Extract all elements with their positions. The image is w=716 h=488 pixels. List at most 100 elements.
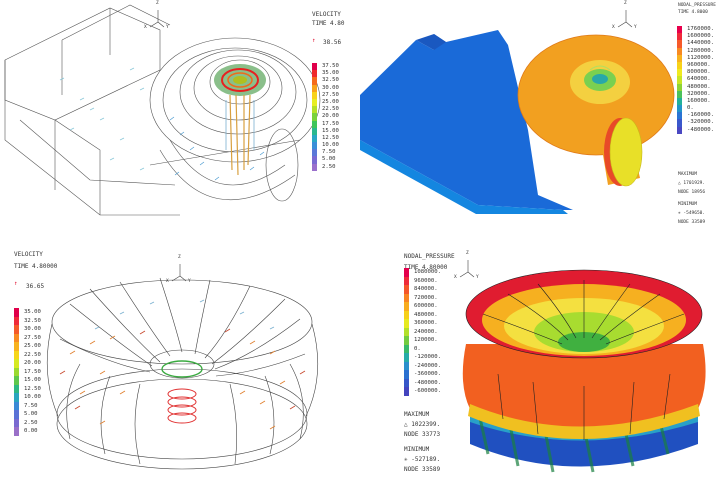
legend-value: 160000. [687,97,711,104]
legend-value: -480000. [687,126,714,133]
legend-value: 10.00 [24,394,41,400]
legend-swatch [677,83,682,91]
maximum-node: NODE 18956 [678,190,706,195]
legend-value: 1280000. [687,47,714,54]
red-arrow-icon: ↑ [14,280,18,287]
legend-value: 1080000. [414,269,441,275]
legend-swatch [404,293,409,302]
legend-value: 20.00 [24,360,41,366]
legend-value: 480000. [414,311,438,318]
legend-swatch [14,316,19,325]
legend-swatch [312,163,317,171]
legend-value: 600000. [414,303,438,309]
axis-z-label: Z [178,255,181,260]
legend-swatch [677,97,682,106]
legend-value: 0. [414,345,421,352]
spiral-casing-pressure-drawing [360,10,675,214]
legend-swatch [312,63,317,71]
legend-value: 32.50 [24,317,41,324]
legend-value: -160000. [687,112,714,119]
legend-swatch [404,370,409,379]
legend-value: 27.50 [322,91,339,98]
red-arrow-icon: ↑ [312,37,316,44]
legend-value: 27.50 [24,334,41,341]
pressure-time: TIME 4.80000 [404,264,448,271]
maximum-label: MAXIMUM [404,411,430,418]
axis-y-label: Y [476,275,479,280]
pressure-time: TIME 4.8000 [678,10,708,15]
minimum-node: NODE 33589 [678,220,706,225]
minimum-value: ✳ -527189. [404,456,441,463]
velocity-top-panel: Z X Y VELOCITY TIME 4.80 ↑ 38.56 37.50 35… [0,0,358,244]
legend-value: 1600000. [687,33,714,40]
legend-value: 32.50 [322,77,339,84]
axis-z-label: Z [466,251,469,256]
legend-value: 720000. [414,294,438,301]
legend-swatch [14,427,19,436]
legend-swatch [312,98,317,107]
legend-value: -240000. [414,362,441,369]
legend-value: 0. [687,105,694,112]
legend-value: 480000. [687,83,711,90]
legend-swatch [14,333,19,342]
legend-value: 120000. [414,337,438,343]
legend-swatch [404,387,409,396]
legend-swatch [677,90,682,98]
legend-swatch [404,285,409,294]
legend-value: 5.00 [24,411,38,417]
legend-swatch [312,70,317,78]
legend-swatch [677,126,682,134]
legend-swatch [677,54,682,62]
legend-swatch [14,350,19,359]
legend-value: 25.00 [24,343,41,349]
legend-value: 15.00 [322,127,339,134]
legend-swatch [312,127,317,135]
minimum-node: NODE 33589 [404,466,441,473]
legend-swatch [677,105,682,113]
legend-swatch [404,361,409,370]
legend-swatch [677,61,682,70]
legend-swatch [404,353,409,362]
legend-swatch [677,112,682,120]
velocity-title: VELOCITY [14,251,43,258]
legend-swatch [14,325,19,334]
minimum-label: MINIMUM [678,202,697,207]
xyz-triad-icon [617,10,633,28]
maximum-value: △ 1022399. [404,421,441,428]
legend-swatch [677,119,682,127]
velocity-max-marker: 36.65 [26,283,45,290]
legend-value: 7.50 [24,402,38,409]
legend-value: 1760000. [687,26,714,32]
legend-value: 30.00 [322,84,339,91]
legend-value: 1120000. [687,54,714,61]
legend-swatch [14,401,19,410]
velocity-title: VELOCITY [312,11,341,18]
velocity-max-marker: 38.56 [323,39,342,46]
minimum-value: ✳ -549650. [678,211,706,216]
legend-value: -320000. [687,119,714,126]
legend-swatch [404,378,409,387]
velocity-time: TIME 4.80 [312,20,345,27]
legend-value: 2.50 [322,163,336,170]
legend-value: -600000. [414,388,441,394]
legend-swatch [14,393,19,402]
legend-value: 22.50 [24,351,41,358]
legend-swatch [14,308,19,317]
legend-swatch [14,376,19,385]
pressure-title: NODAL_PRESSURE [404,253,455,260]
legend-value: 35.00 [322,70,339,77]
maximum-label: MAXIMUM [678,172,697,177]
runner-pressure-drawing [459,260,706,473]
legend-swatch [312,156,317,164]
legend-swatch [312,134,317,143]
legend-swatch [677,26,682,34]
legend-swatch [312,142,317,150]
xyz-triad-icon [171,264,187,282]
maximum-node: NODE 33773 [404,431,441,438]
legend-swatch [404,344,409,353]
legend-swatch [677,33,682,41]
legend-swatch [14,384,19,393]
legend-value: 960000. [414,277,438,284]
axis-z-label: Z [156,1,159,6]
legend-value: 10.00 [322,142,339,149]
